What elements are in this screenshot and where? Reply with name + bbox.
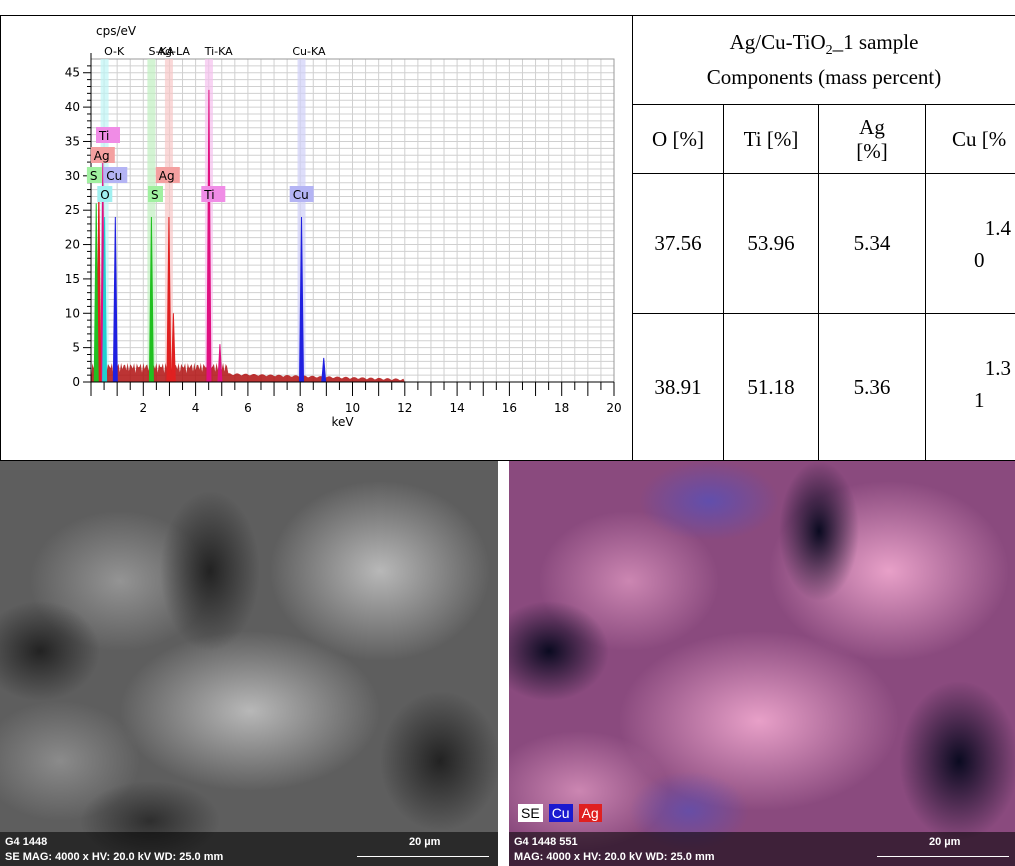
x-tick-label: 20	[606, 401, 621, 415]
y-tick-label: 35	[65, 134, 80, 148]
sem-info: SE MAG: 4000 x HV: 20.0 kV WD: 25.0 mm	[5, 851, 224, 863]
y-tick-label: 15	[65, 272, 80, 286]
row2-ag: 5.36	[818, 313, 925, 461]
left-border	[0, 15, 1, 461]
sem-label: G4 1448	[5, 836, 48, 848]
sem-image: G4 1448 SE MAG: 4000 x HV: 20.0 kV WD: 2…	[0, 461, 498, 866]
sem-texture	[0, 461, 498, 866]
element-tag-label: O	[100, 188, 109, 202]
row1-ag: 5.34	[818, 173, 925, 313]
y-tick-label: 45	[65, 66, 80, 80]
x-tick-label: 6	[244, 401, 252, 415]
peak-s	[93, 203, 99, 383]
x-tick-label: 4	[192, 401, 200, 415]
element-tag	[148, 186, 163, 202]
element-tag-label: S	[90, 169, 98, 183]
map-info-bar: G4 1448 551 MAG: 4000 x HV: 20.0 kV WD: …	[509, 832, 1015, 866]
middle-border	[0, 460, 1015, 461]
line-label: O-K	[104, 45, 125, 58]
element-tag-label: Ag	[94, 149, 110, 163]
line-label: Ti-KA	[204, 45, 233, 58]
element-tag-label: Cu	[106, 169, 122, 183]
y-tick-label: 5	[72, 341, 80, 355]
y-tick-label: 25	[65, 203, 80, 217]
map-scale-label: 20 µm	[929, 836, 961, 848]
legend-cu: Cu	[548, 804, 573, 822]
row1-cu: 1.4 0	[925, 173, 1015, 313]
element-tag	[289, 186, 314, 202]
x-tick-label: 2	[139, 401, 147, 415]
y-axis-label: cps/eV	[96, 24, 137, 38]
element-tag	[97, 186, 113, 202]
element-tag-label: Cu	[293, 188, 309, 202]
map-label: G4 1448 551	[514, 836, 578, 848]
x-tick-label: 10	[345, 401, 360, 415]
eds-spectrum-chart: 0 5 10 15 20 25 30 35 40 45 2 4 6 8 10 12 14 16 18 20 keV cps…	[1, 16, 632, 460]
header-ti: Ti [%]	[723, 104, 818, 173]
spectrum-svg: 0 5 10 15 20 25 30 35 40 45 2 4 6 8 10 12 14 16 18 20 keV cps…	[65, 24, 622, 429]
row1-o: 37.56	[632, 173, 723, 313]
x-tick-label: 8	[296, 401, 304, 415]
element-tag-label: Ti	[203, 188, 214, 202]
sem-scale-bar	[357, 856, 489, 857]
eds-map-image: SE Cu Ag G4 1448 551 MAG: 4000 x HV: 20.…	[509, 461, 1015, 866]
element-tag	[96, 127, 120, 143]
legend-ag: Ag	[578, 804, 602, 822]
map-scale-bar	[877, 856, 1009, 857]
x-axis-label: keV	[331, 415, 354, 429]
element-tag-label: Ag	[159, 169, 175, 183]
header-cu: Cu [%	[925, 104, 1015, 173]
element-tag	[86, 167, 102, 183]
y-tick-label: 0	[72, 375, 80, 389]
legend-se: SE	[518, 804, 543, 822]
line-label: S-KA	[149, 45, 175, 58]
line-label: Ag-LA	[158, 45, 191, 58]
composition-table: Ag/Cu-TiO2_1 sample Components (mass per…	[632, 15, 1015, 461]
header-o: O [%]	[632, 104, 723, 173]
element-tag-label: S	[151, 188, 159, 202]
map-texture	[509, 461, 1015, 866]
element-tag	[103, 167, 128, 183]
top-border	[0, 15, 1015, 16]
element-tag	[90, 147, 115, 163]
sem-info-bar: G4 1448 SE MAG: 4000 x HV: 20.0 kV WD: 2…	[0, 832, 498, 866]
line-label: Cu-KA	[292, 45, 326, 58]
element-tag	[201, 186, 226, 202]
x-tick-label: 18	[554, 401, 569, 415]
map-legend: SE Cu Ag	[518, 804, 602, 822]
element-tag-label: Ti	[98, 129, 109, 143]
row2-o: 38.91	[632, 313, 723, 461]
row1-ti: 53.96	[723, 173, 818, 313]
y-tick-label: 40	[65, 100, 80, 114]
row2-ti: 51.18	[723, 313, 818, 461]
element-tag	[155, 167, 180, 183]
row2-cu: 1.3 1	[925, 313, 1015, 461]
header-ag: Ag [%]	[818, 104, 925, 173]
x-tick-label: 14	[449, 401, 464, 415]
table-title: Ag/Cu-TiO2_1 sample Components (mass per…	[632, 15, 1015, 104]
x-tick-label: 16	[502, 401, 517, 415]
map-info: MAG: 4000 x HV: 20.0 kV WD: 25.0 mm	[514, 851, 715, 863]
y-tick-label: 30	[65, 169, 80, 183]
y-tick-label: 20	[65, 238, 80, 252]
sem-scale-label: 20 µm	[409, 836, 441, 848]
y-tick-label: 10	[65, 306, 80, 320]
x-tick-label: 12	[397, 401, 412, 415]
